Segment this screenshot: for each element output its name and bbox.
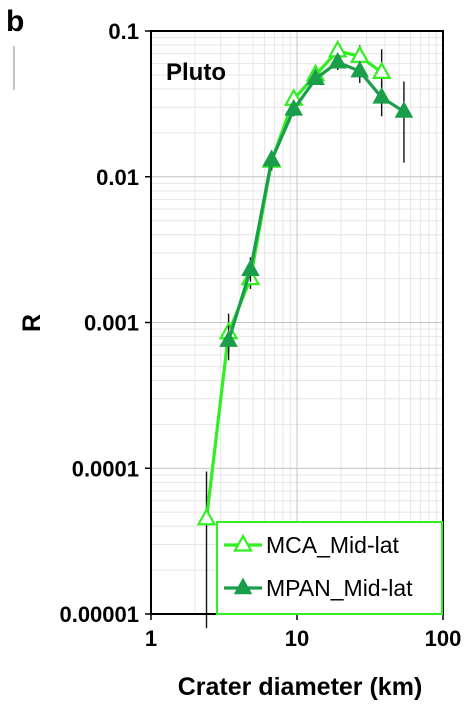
data-point [262, 149, 281, 167]
legend-label: MPAN_Mid-lat [266, 575, 413, 601]
series-MPAN_Mid-lat [219, 51, 414, 361]
legend: MCA_Mid-lat MPAN_Mid-lat [216, 521, 443, 615]
legend-marker [233, 577, 253, 595]
data-point [372, 86, 391, 104]
data-point [219, 330, 238, 347]
data-point [371, 61, 392, 79]
x-axis-title: Crater diameter (km) [178, 673, 423, 701]
y-axis-title: R [18, 314, 46, 332]
data-point [284, 98, 304, 116]
panel-label: b [6, 5, 24, 38]
legend-marker [233, 533, 253, 552]
legend-entry: MPAN_Mid-lat [224, 575, 413, 601]
y-tick-label: 0.001 [84, 311, 139, 336]
data-point [306, 68, 325, 86]
legend-label: MCA_Mid-lat [266, 532, 400, 558]
y-tick-label: 0.1 [108, 19, 139, 44]
data-point [328, 51, 347, 69]
data-point [394, 101, 414, 118]
x-tick-label: 1 [145, 626, 157, 651]
data-point [241, 259, 260, 276]
y-tick-label: 0.01 [96, 165, 139, 190]
data-point [350, 60, 370, 78]
x-tick-label: 100 [425, 626, 462, 651]
x-tick-label: 10 [285, 626, 309, 651]
legend-box [216, 521, 443, 615]
data-point [196, 507, 217, 526]
pluto-annotation: Pluto [166, 59, 226, 86]
y-tick-label: 0.00001 [59, 602, 139, 627]
legend-entry: MCA_Mid-lat [224, 532, 400, 558]
y-tick-label: 0.0001 [72, 456, 139, 481]
